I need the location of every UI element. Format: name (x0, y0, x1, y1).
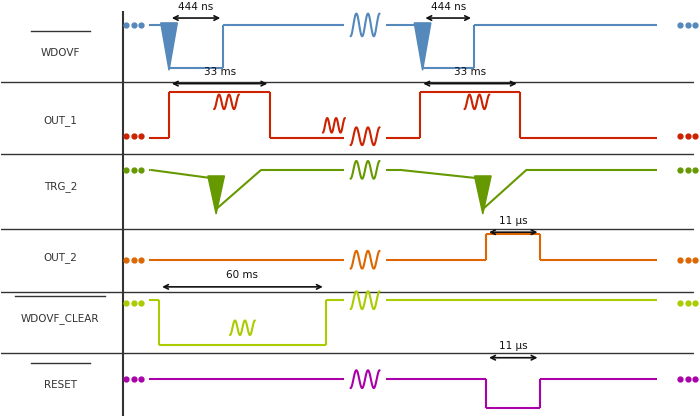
Text: 33 ms: 33 ms (454, 67, 486, 77)
Text: 33 ms: 33 ms (203, 67, 236, 77)
Text: 444 ns: 444 ns (431, 2, 466, 12)
Text: TRG_2: TRG_2 (43, 181, 77, 192)
Polygon shape (161, 23, 178, 70)
Text: 444 ns: 444 ns (178, 2, 214, 12)
Text: WDOVF_CLEAR: WDOVF_CLEAR (21, 313, 99, 324)
Text: 11 μs: 11 μs (499, 216, 528, 226)
Text: 11 μs: 11 μs (499, 341, 528, 351)
Text: RESET: RESET (44, 380, 77, 390)
Text: 60 ms: 60 ms (226, 270, 259, 280)
Text: OUT_2: OUT_2 (43, 252, 77, 263)
Text: OUT_1: OUT_1 (43, 115, 77, 126)
Polygon shape (208, 176, 224, 214)
Polygon shape (475, 176, 491, 214)
Polygon shape (415, 23, 431, 70)
Text: WDOVF: WDOVF (41, 48, 80, 58)
